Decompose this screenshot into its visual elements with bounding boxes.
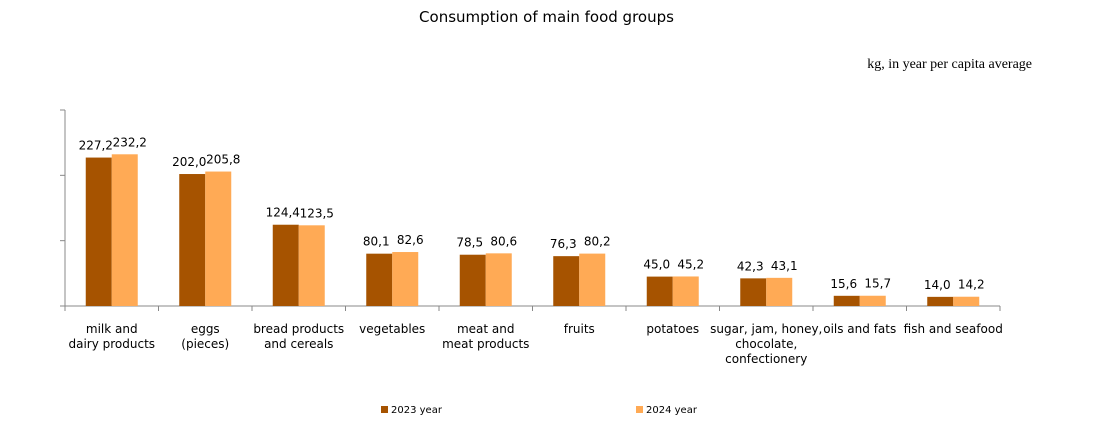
- bar-series2: [298, 225, 325, 306]
- chart-title: Consumption of main food groups: [419, 8, 674, 26]
- data-label: 205,8: [206, 153, 240, 167]
- data-label: 45,2: [677, 257, 704, 271]
- data-label: 45,0: [643, 258, 670, 272]
- data-label: 82,6: [397, 233, 424, 247]
- category-label: (pieces): [181, 337, 229, 351]
- category-label: chocolate,: [735, 337, 797, 351]
- data-label: 80,1: [363, 235, 390, 249]
- data-label: 43,1: [771, 259, 798, 273]
- data-label: 232,2: [113, 135, 147, 149]
- data-label: 124,4: [266, 206, 300, 220]
- category-label: meat and: [457, 322, 515, 336]
- category-label: vegetables: [359, 322, 425, 336]
- data-label: 123,5: [300, 206, 334, 220]
- data-label: 202,0: [172, 155, 206, 169]
- category-label: and cereals: [264, 337, 333, 351]
- bar-series2: [953, 296, 980, 306]
- data-label: 227,2: [79, 139, 113, 153]
- bar-series1: [927, 296, 954, 306]
- data-label: 80,2: [584, 235, 611, 249]
- category-label: potatoes: [646, 322, 699, 336]
- data-label: 42,3: [737, 259, 764, 273]
- category-label: oils and fats: [823, 322, 896, 336]
- category-label: confectionery: [725, 352, 807, 366]
- category-label: milk and: [86, 322, 138, 336]
- data-label: 80,6: [490, 234, 517, 248]
- data-label: 14,0: [924, 278, 951, 292]
- data-label: 76,3: [550, 237, 577, 251]
- category-label: bread products: [253, 322, 344, 336]
- bar-series2: [485, 253, 512, 306]
- bar-series2: [205, 171, 232, 306]
- legend-label: 2023 year: [391, 405, 443, 416]
- bar-series1: [459, 254, 486, 306]
- bar-series2: [392, 252, 419, 306]
- bar-series1: [85, 157, 112, 306]
- data-label: 14,2: [958, 278, 985, 292]
- bar-series1: [179, 174, 206, 306]
- category-label: eggs: [191, 322, 220, 336]
- bar-series1: [553, 256, 580, 306]
- bar-series2: [766, 277, 793, 306]
- category-label: meat products: [442, 337, 529, 351]
- bar-series1: [366, 253, 393, 306]
- bar-series1: [646, 276, 673, 306]
- category-label: dairy products: [68, 337, 155, 351]
- legend-swatch: [636, 406, 643, 413]
- legend-label: 2024 year: [646, 405, 698, 416]
- bar-series2: [672, 276, 699, 306]
- bar-series2: [579, 253, 606, 306]
- unit-label: kg, in year per capita average: [867, 57, 1032, 72]
- bar-series2: [859, 295, 886, 306]
- data-label: 15,6: [830, 277, 857, 291]
- bar-series1: [272, 224, 299, 306]
- bar-series1: [833, 295, 860, 306]
- bar-series1: [740, 278, 767, 306]
- bar-series2: [111, 154, 138, 306]
- category-label: sugar, jam, honey,: [710, 322, 822, 336]
- category-label: fruits: [564, 322, 595, 336]
- data-label: 78,5: [456, 236, 483, 250]
- legend-swatch: [381, 406, 388, 413]
- category-label: fish and seafood: [904, 322, 1003, 336]
- data-label: 15,7: [864, 277, 891, 291]
